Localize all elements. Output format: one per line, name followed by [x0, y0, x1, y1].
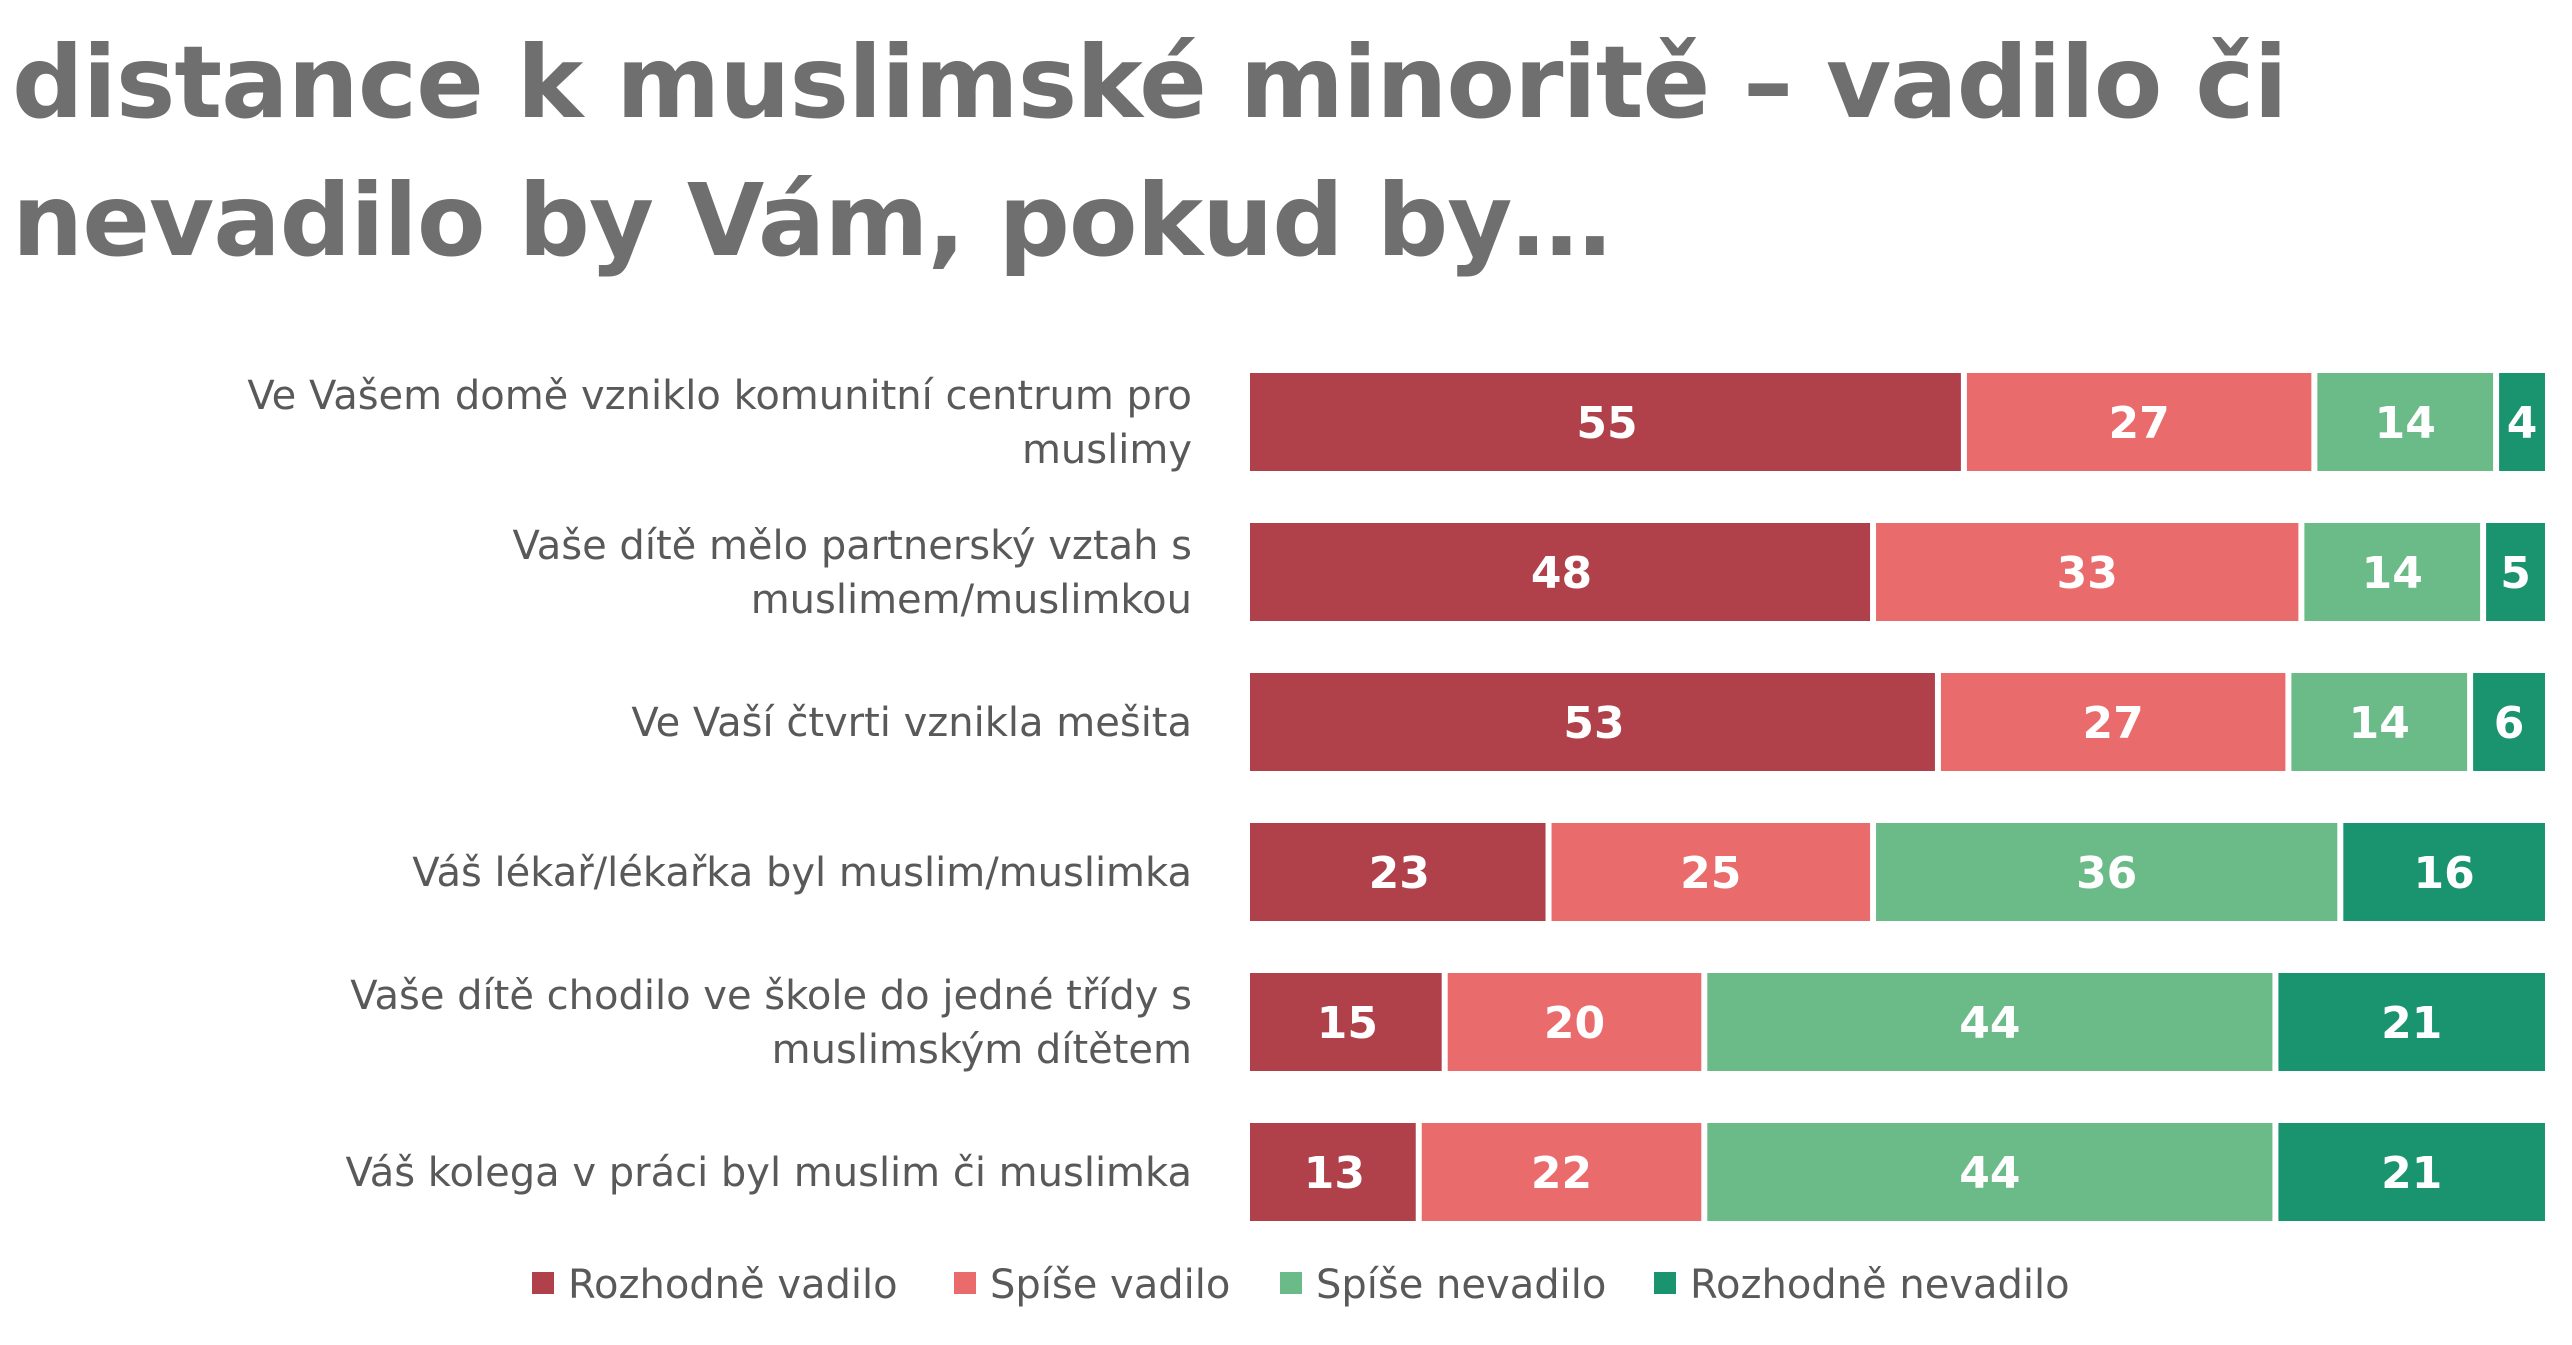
data-label: 4: [2507, 398, 2538, 449]
data-label: 20: [1544, 998, 1605, 1049]
bar-segment: [2499, 373, 2545, 471]
chart-title: distance k muslimské minoritě – vadilo č…: [12, 24, 2288, 279]
bar-segment: [1940, 673, 2286, 771]
bar-segment: [1250, 1123, 1416, 1221]
bar-segment: [1551, 823, 1871, 921]
legend-entry: Spíše nevadilo: [1316, 1262, 1606, 1308]
bar-segment: [1707, 1123, 2273, 1221]
data-label: 13: [1304, 1148, 1365, 1199]
data-label: 14: [2349, 698, 2410, 749]
bar-segment: [2304, 523, 2481, 621]
data-label: 44: [1959, 998, 2020, 1049]
data-label: 25: [1680, 848, 1741, 899]
legend-entry: Rozhodně vadilo: [568, 1262, 898, 1308]
bar-segment: [1250, 523, 1871, 621]
data-label: 6: [2494, 698, 2525, 749]
data-label: 14: [2375, 398, 2436, 449]
legend-swatch: [1280, 1272, 1302, 1294]
data-label: 48: [1531, 548, 1592, 599]
bar-segment: [1421, 1123, 1702, 1221]
data-label: 53: [1563, 698, 1624, 749]
category-label: Váš kolega v práci byl muslim či muslimk…: [345, 1150, 1192, 1196]
bar-segment: [2278, 973, 2545, 1071]
bar-segment: [1250, 823, 1546, 921]
bar-segment: [1250, 673, 1935, 771]
bar-segment: [2291, 673, 2468, 771]
data-label: 21: [2381, 998, 2442, 1049]
bar-segment: [2486, 523, 2545, 621]
bar-segment: [2317, 373, 2494, 471]
bar-segment: [1966, 373, 2312, 471]
bar-segment: [1447, 973, 1702, 1071]
data-label: 33: [2057, 548, 2118, 599]
legend-entry: Spíše vadilo: [990, 1262, 1230, 1308]
bar-segment: [1707, 973, 2273, 1071]
bar-segment: [2278, 1123, 2545, 1221]
data-label: 23: [1369, 848, 1430, 899]
data-label: 14: [2362, 548, 2423, 599]
data-label: 44: [1959, 1148, 2020, 1199]
data-label: 21: [2381, 1148, 2442, 1199]
bar-segment: [2473, 673, 2545, 771]
category-label: Vaše dítě mělo partnerský vztah s muslime…: [513, 523, 1193, 623]
bar-segment: [1250, 973, 1442, 1071]
category-label: Ve Vaší čtvrti vznikla mešita: [631, 700, 1192, 746]
data-label: 55: [1576, 398, 1637, 449]
category-label: Vaše dítě chodilo ve škole do jedné tříd…: [350, 973, 1192, 1073]
bar-segment: [1876, 823, 2338, 921]
legend-swatch: [1654, 1272, 1676, 1294]
data-label: 5: [2500, 548, 2531, 599]
legend-swatch: [532, 1272, 554, 1294]
data-label: 22: [1531, 1148, 1592, 1199]
data-label: 36: [2076, 848, 2137, 899]
category-label: Ve Vašem domě vzniklo komunitní centrum …: [247, 373, 1192, 473]
chart-legend: Rozhodně vadilo Spíše vadilo Spíše nevadil…: [532, 1262, 2070, 1308]
data-label: 16: [2414, 848, 2475, 899]
legend-entry: Rozhodně nevadilo: [1690, 1262, 2070, 1308]
legend-swatch: [954, 1272, 976, 1294]
bar-segment: [2343, 823, 2545, 921]
chart-rows: Ve Vašem domě vzniklo komunitní centrum …: [247, 373, 2545, 1221]
category-label: Váš lékař/lékařka byl muslim/muslimka: [412, 850, 1192, 896]
bar-segment: [1250, 373, 1961, 471]
data-label: 27: [2109, 398, 2170, 449]
data-label: 27: [2083, 698, 2144, 749]
bar-segment: [1876, 523, 2299, 621]
data-label: 15: [1317, 998, 1378, 1049]
